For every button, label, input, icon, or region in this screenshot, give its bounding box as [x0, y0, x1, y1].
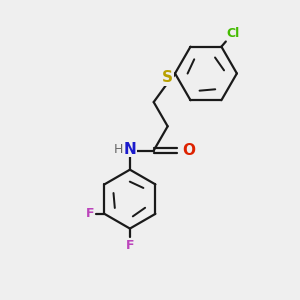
- Text: Cl: Cl: [226, 26, 239, 40]
- Text: F: F: [126, 239, 134, 252]
- Text: O: O: [182, 143, 195, 158]
- Text: F: F: [85, 207, 94, 220]
- Text: N: N: [124, 142, 136, 157]
- Text: H: H: [114, 142, 123, 156]
- Text: S: S: [162, 70, 173, 86]
